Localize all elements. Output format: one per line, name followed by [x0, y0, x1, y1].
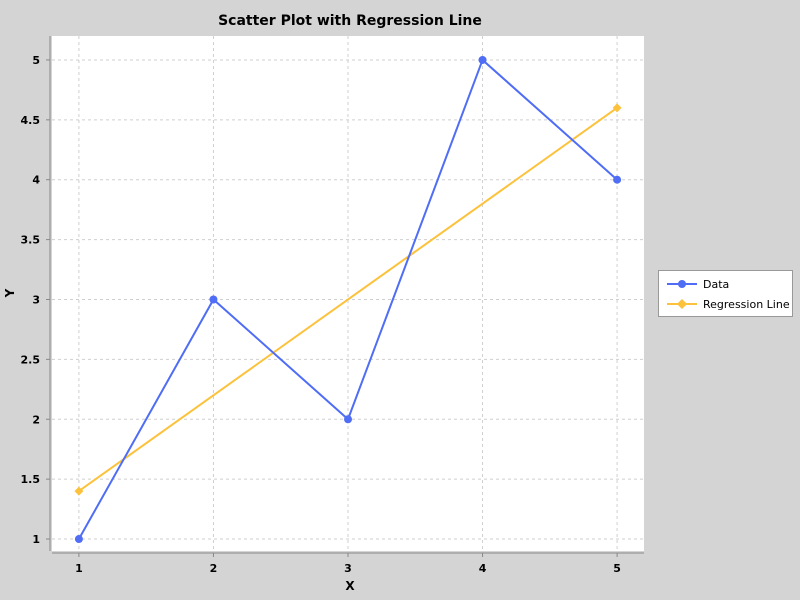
data-point	[613, 175, 622, 184]
series-line-regression	[78, 107, 618, 492]
legend-item-data: Data	[667, 276, 729, 292]
y-tick-label: 4.5	[21, 114, 41, 127]
x-tick-label: 4	[479, 562, 487, 575]
x-tick-label: 3	[344, 562, 352, 575]
y-tick-label: 1.5	[21, 473, 41, 486]
data-point	[74, 535, 83, 544]
y-tick-label: 3.5	[21, 234, 41, 247]
legend-swatch-regression	[667, 299, 697, 309]
regression-point	[74, 486, 84, 496]
y-tick-label: 1	[32, 533, 40, 546]
data-point	[344, 415, 352, 424]
y-tick-label: 2.5	[21, 353, 41, 366]
y-axis-label: Y	[3, 288, 17, 298]
legend-label-regression: Regression Line	[703, 297, 790, 311]
y-tick-label: 2	[32, 413, 40, 426]
x-axis-label: X	[345, 579, 355, 593]
legend: Data Regression Line	[658, 270, 793, 317]
legend-item-regression: Regression Line	[667, 296, 790, 312]
x-tick-label: 5	[613, 562, 621, 575]
y-tick-label: 5	[32, 54, 40, 67]
x-tick-label: 2	[210, 562, 218, 575]
data-point	[209, 295, 218, 304]
y-tick-label: 4	[32, 174, 40, 187]
y-tick-label: 3	[32, 293, 40, 306]
x-tick-label: 1	[75, 562, 83, 575]
chart-title: Scatter Plot with Regression Line	[218, 13, 482, 29]
regression-point	[612, 103, 622, 113]
data-point	[478, 55, 487, 64]
legend-swatch-data	[667, 280, 697, 288]
legend-label-data: Data	[703, 277, 730, 291]
plot-area	[52, 36, 644, 551]
